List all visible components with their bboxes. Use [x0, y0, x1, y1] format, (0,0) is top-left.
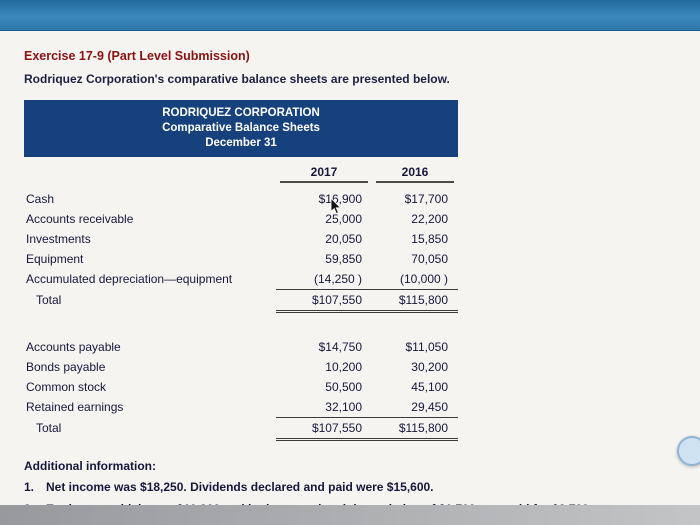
- list-text: Net income was $18,250. Dividends declar…: [46, 479, 434, 494]
- amount-2017: $107,550: [276, 290, 372, 313]
- amount-2017: 50,500: [325, 379, 362, 394]
- top-bar: [0, 0, 700, 31]
- amount-2017: 32,100: [276, 397, 372, 418]
- row-label: Accounts payable: [26, 339, 121, 354]
- amount-2016: 15,850: [411, 231, 448, 246]
- row-label: Cash: [26, 191, 55, 206]
- amount-2017: (14,250 ): [276, 269, 372, 290]
- amount-2017: $14,750: [318, 339, 362, 354]
- amount-2016: $115,800: [372, 418, 458, 441]
- spacer-cell: [24, 157, 276, 183]
- column-header-2016: 2016: [376, 165, 454, 183]
- amount-2016: $17,700: [404, 191, 448, 206]
- bottom-bezel: [0, 505, 700, 525]
- amount-2016: $11,050: [405, 339, 449, 354]
- content-area: Exercise 17-9 (Part Level Submission) Ro…: [0, 31, 700, 525]
- table-subtitle: Comparative Balance Sheets: [162, 121, 320, 134]
- table-body: 2017 2016 Cash $16,900 $17,700 Accounts …: [24, 157, 458, 441]
- row-label: Common stock: [26, 379, 107, 394]
- row-label: Accumulated depreciation—equipment: [26, 271, 233, 286]
- company-name: RODRIQUEZ CORPORATION: [162, 107, 320, 119]
- list-number: 1.: [24, 479, 35, 494]
- amount-2016: 29,450: [372, 397, 458, 418]
- amount-2016: 45,100: [411, 379, 448, 394]
- table-title-block: RODRIQUEZ CORPORATION Comparative Balanc…: [24, 100, 458, 157]
- amount-2016: 70,050: [411, 251, 448, 266]
- additional-info-heading: Additional information:: [24, 458, 156, 473]
- amount-2017: 10,200: [325, 359, 362, 374]
- amount-2017: 59,850: [325, 251, 362, 266]
- amount-2016: $115,800: [372, 290, 458, 313]
- amount-2017: $16,900: [318, 191, 362, 206]
- mouse-cursor-icon: [330, 198, 342, 215]
- amount-2016: (10,000 ): [372, 269, 458, 290]
- row-label: Total: [36, 420, 62, 435]
- amount-2016: 30,200: [411, 359, 448, 374]
- row-label: Investments: [26, 231, 91, 246]
- section-gap: [24, 313, 458, 337]
- table-date: December 31: [205, 136, 277, 149]
- amount-2017: $107,550: [276, 418, 372, 441]
- row-label: Retained earnings: [26, 399, 124, 414]
- row-label: Total: [36, 292, 62, 307]
- row-label: Bonds payable: [26, 359, 106, 374]
- column-header-2017: 2017: [280, 165, 368, 183]
- row-label: Equipment: [26, 251, 84, 266]
- balance-sheet-table: RODRIQUEZ CORPORATION Comparative Balanc…: [24, 100, 458, 441]
- row-label: Accounts receivable: [26, 211, 134, 226]
- amount-2017: 20,050: [325, 231, 362, 246]
- list-item: 1. Net income was $18,250. Dividends dec…: [24, 480, 676, 495]
- floating-button[interactable]: [677, 436, 700, 466]
- amount-2017: 25,000: [325, 211, 362, 226]
- exercise-intro: Rodriquez Corporation's comparative bala…: [24, 72, 450, 86]
- exercise-title: Exercise 17-9 (Part Level Submission): [24, 49, 250, 63]
- amount-2016: 22,200: [411, 211, 448, 226]
